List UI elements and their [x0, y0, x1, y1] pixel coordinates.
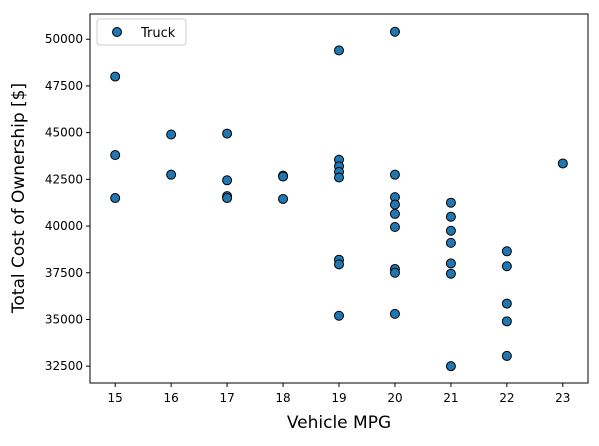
data-point [335, 260, 344, 269]
data-point [390, 222, 399, 231]
data-point [446, 362, 455, 371]
x-tick-label: 20 [387, 391, 402, 405]
data-point [446, 238, 455, 247]
x-tick-label: 23 [555, 391, 570, 405]
data-point [446, 226, 455, 235]
legend-marker [113, 28, 122, 37]
y-tick-label: 47500 [45, 79, 83, 93]
y-axis-label: Total Cost of Ownership [$] [9, 83, 29, 314]
x-tick-label: 19 [331, 391, 346, 405]
data-point [502, 262, 511, 271]
legend: Truck [97, 19, 186, 45]
y-tick-label: 42500 [45, 172, 83, 186]
data-point [111, 72, 120, 81]
data-point [390, 209, 399, 218]
data-point [167, 130, 176, 139]
data-point [111, 194, 120, 203]
data-point [446, 212, 455, 221]
x-tick-label: 22 [499, 391, 514, 405]
data-point [223, 129, 232, 138]
x-tick-label: 21 [443, 391, 458, 405]
data-point [390, 200, 399, 209]
y-tick-label: 40000 [45, 219, 83, 233]
data-point [223, 176, 232, 185]
x-tick-label: 15 [108, 391, 123, 405]
x-axis-label: Vehicle MPG [287, 413, 391, 433]
y-tick-label: 35000 [45, 312, 83, 326]
data-point [390, 170, 399, 179]
data-point [390, 27, 399, 36]
data-point [167, 170, 176, 179]
y-tick-label: 50000 [45, 32, 83, 46]
data-point [335, 173, 344, 182]
y-tick-label: 45000 [45, 126, 83, 140]
data-point [502, 351, 511, 360]
data-point [390, 268, 399, 277]
y-tick-label: 32500 [45, 359, 83, 373]
data-point [335, 46, 344, 55]
x-tick-label: 16 [163, 391, 178, 405]
data-point [502, 317, 511, 326]
data-point [502, 247, 511, 256]
data-point [223, 194, 232, 203]
data-point [111, 151, 120, 160]
data-point [558, 159, 567, 168]
data-point [279, 194, 288, 203]
x-tick-label: 17 [219, 391, 234, 405]
data-point [390, 309, 399, 318]
data-point [335, 311, 344, 320]
legend-label-truck: Truck [140, 26, 176, 41]
data-point [446, 198, 455, 207]
y-tick-label: 37500 [45, 266, 83, 280]
data-point [279, 172, 288, 181]
data-point [446, 259, 455, 268]
data-point [446, 269, 455, 278]
data-point [502, 299, 511, 308]
x-tick-label: 18 [275, 391, 290, 405]
